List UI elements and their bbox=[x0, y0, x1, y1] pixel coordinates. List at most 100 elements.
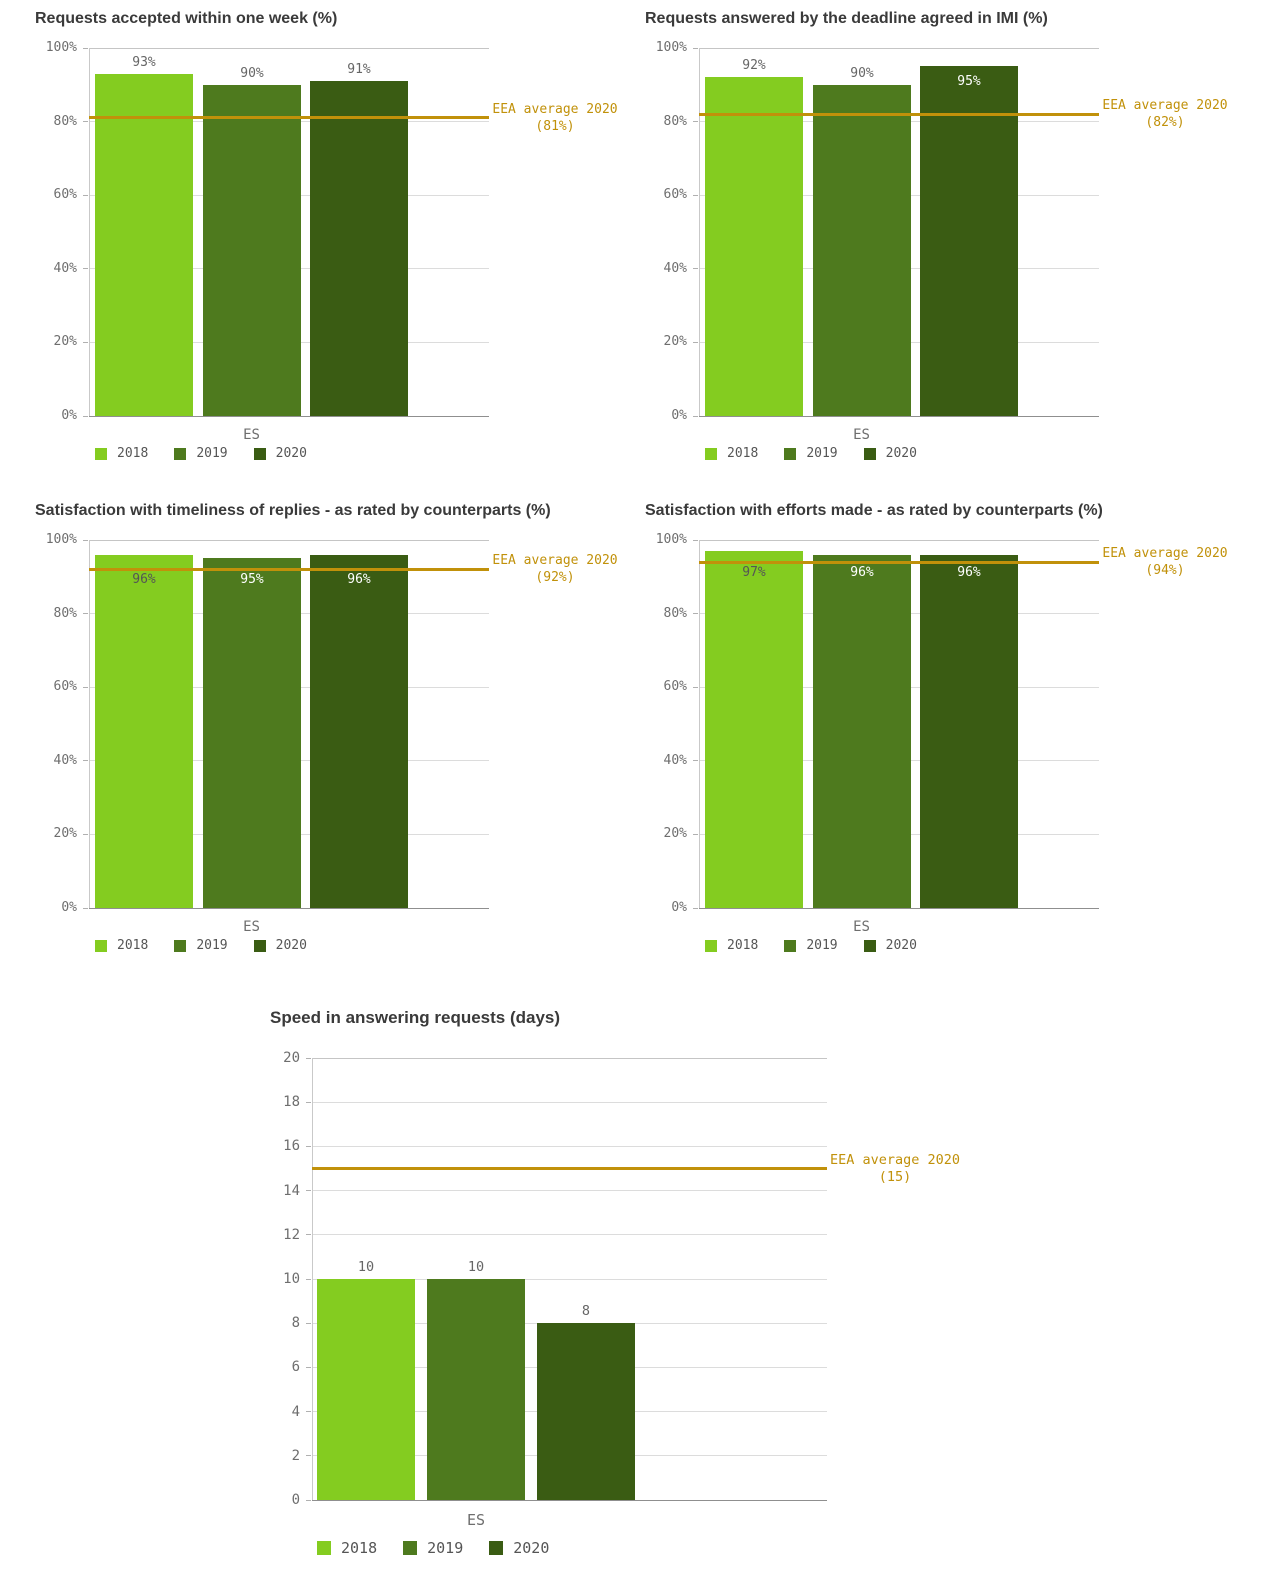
gridline bbox=[89, 415, 489, 417]
legend-item-2020[interactable]: 2020 bbox=[489, 1539, 549, 1557]
legend-swatch bbox=[705, 939, 717, 952]
legend-item-2020[interactable]: 2020 bbox=[253, 938, 307, 953]
bar-2020[interactable] bbox=[920, 554, 1018, 908]
legend-item-2020[interactable]: 2020 bbox=[253, 446, 307, 461]
legend-swatch bbox=[174, 447, 187, 460]
y-tick-mark bbox=[306, 1057, 311, 1059]
y-tick-label: 20% bbox=[663, 334, 687, 350]
legend-item-2018[interactable]: 2018 bbox=[95, 446, 148, 461]
y-tick-mark bbox=[83, 907, 88, 909]
gridline bbox=[312, 1101, 827, 1103]
legend: 2018 2019 2020 bbox=[705, 446, 917, 461]
x-category-label: ES bbox=[853, 919, 870, 935]
eea-average-label: (15) bbox=[878, 1168, 912, 1185]
y-axis-line bbox=[699, 540, 700, 908]
gridline bbox=[312, 1278, 827, 1280]
y-tick-mark bbox=[693, 539, 698, 541]
legend-item-2019[interactable]: 2019 bbox=[784, 938, 838, 953]
legend-item-2019[interactable]: 2019 bbox=[784, 446, 838, 461]
y-tick-mark bbox=[83, 415, 88, 417]
y-tick-mark bbox=[83, 121, 88, 123]
legend-item-2019[interactable]: 2019 bbox=[174, 938, 228, 953]
legend-swatch bbox=[253, 939, 266, 952]
legend-item-2019[interactable]: 2019 bbox=[403, 1539, 463, 1557]
gridline bbox=[312, 1234, 827, 1236]
y-tick-label: 0 bbox=[291, 1492, 300, 1508]
eea-average-line bbox=[89, 567, 489, 571]
gridline bbox=[312, 1499, 827, 1501]
y-axis-line bbox=[699, 48, 700, 416]
y-tick-mark bbox=[693, 121, 698, 123]
bar-2019[interactable] bbox=[203, 558, 301, 908]
bar-value-label: 96% bbox=[850, 565, 874, 581]
y-tick-mark bbox=[83, 760, 88, 762]
bar-2018[interactable] bbox=[705, 77, 803, 416]
legend-item-2020[interactable]: 2020 bbox=[863, 938, 917, 953]
y-tick-label: 0% bbox=[61, 408, 77, 423]
bar-2020[interactable] bbox=[920, 66, 1018, 416]
y-tick-label: 80% bbox=[53, 113, 77, 129]
y-tick-label: 0% bbox=[671, 900, 687, 915]
legend-item-2018[interactable]: 2018 bbox=[705, 446, 758, 461]
gridline bbox=[312, 1057, 827, 1059]
y-tick-label: 20 bbox=[283, 1050, 300, 1066]
y-tick-mark bbox=[693, 268, 698, 270]
bar-2019[interactable] bbox=[203, 84, 301, 416]
bar-2020[interactable] bbox=[310, 81, 408, 416]
bar-2019[interactable] bbox=[427, 1279, 525, 1500]
bar-2020[interactable] bbox=[310, 554, 408, 908]
legend-item-2018[interactable]: 2018 bbox=[95, 938, 148, 953]
chart-card-requests-accepted-within-one-week: Requests accepted within one week (%) 0%… bbox=[35, 10, 635, 490]
chart-card-satisfaction-efforts: Satisfaction with efforts made - as rate… bbox=[645, 502, 1245, 982]
legend: 2018 2019 2020 bbox=[95, 446, 307, 461]
legend-swatch bbox=[253, 447, 266, 460]
y-tick-label: 2 bbox=[291, 1447, 300, 1464]
y-tick-label: 40% bbox=[663, 752, 687, 768]
legend-item-2018[interactable]: 2018 bbox=[705, 938, 758, 953]
legend-item-2019[interactable]: 2019 bbox=[174, 446, 228, 461]
legend-item-label: 2018 bbox=[117, 938, 149, 953]
chart-card-requests-answered-by-deadline: Requests answered by the deadline agreed… bbox=[645, 10, 1245, 490]
legend-item-label: 2018 bbox=[727, 938, 759, 953]
legend-swatch bbox=[95, 939, 107, 952]
y-tick-label: 100% bbox=[45, 40, 77, 55]
bar-value-label: 92% bbox=[742, 58, 766, 74]
eea-average-line bbox=[699, 112, 1099, 116]
y-tick-label: 6 bbox=[291, 1359, 300, 1376]
bar-2019[interactable] bbox=[813, 84, 911, 416]
eea-average-line bbox=[89, 116, 489, 120]
gridline bbox=[89, 539, 489, 541]
bar-2018[interactable] bbox=[317, 1279, 415, 1500]
y-tick-label: 8 bbox=[291, 1315, 300, 1332]
chart-title: Requests answered by the deadline agreed… bbox=[645, 10, 1048, 27]
legend-item-label: 2018 bbox=[341, 1539, 378, 1557]
bar-2018[interactable] bbox=[95, 73, 193, 416]
eea-average-line bbox=[312, 1167, 827, 1170]
legend-swatch bbox=[489, 1541, 504, 1555]
y-tick-mark bbox=[306, 1101, 311, 1103]
y-tick-label: 0% bbox=[61, 900, 77, 915]
y-tick-label: 16 bbox=[283, 1138, 300, 1155]
bar-2019[interactable] bbox=[813, 554, 911, 908]
bar-value-label: 96% bbox=[957, 565, 981, 581]
legend-item-label: 2020 bbox=[275, 938, 307, 953]
legend-item-label: 2019 bbox=[196, 446, 228, 461]
legend-item-2018[interactable]: 2018 bbox=[317, 1539, 377, 1557]
legend-item-2020[interactable]: 2020 bbox=[863, 446, 917, 461]
bar-value-label: 91% bbox=[347, 62, 371, 78]
bar-2018[interactable] bbox=[95, 554, 193, 908]
y-tick-label: 4 bbox=[291, 1403, 300, 1420]
x-category-label: ES bbox=[466, 1511, 486, 1529]
y-tick-label: 18 bbox=[283, 1094, 300, 1111]
chart-title: Satisfaction with timeliness of replies … bbox=[35, 502, 551, 519]
gridline bbox=[312, 1190, 827, 1192]
y-tick-label: 10 bbox=[283, 1271, 300, 1287]
y-tick-label: 20% bbox=[53, 334, 77, 350]
bar-value-label: 97% bbox=[742, 565, 766, 581]
bar-2018[interactable] bbox=[705, 551, 803, 908]
bar-value-label: 93% bbox=[132, 54, 156, 70]
legend-item-label: 2020 bbox=[885, 446, 917, 461]
bar-2020[interactable] bbox=[537, 1323, 635, 1500]
legend-swatch bbox=[784, 939, 797, 952]
y-tick-label: 0% bbox=[671, 408, 687, 423]
